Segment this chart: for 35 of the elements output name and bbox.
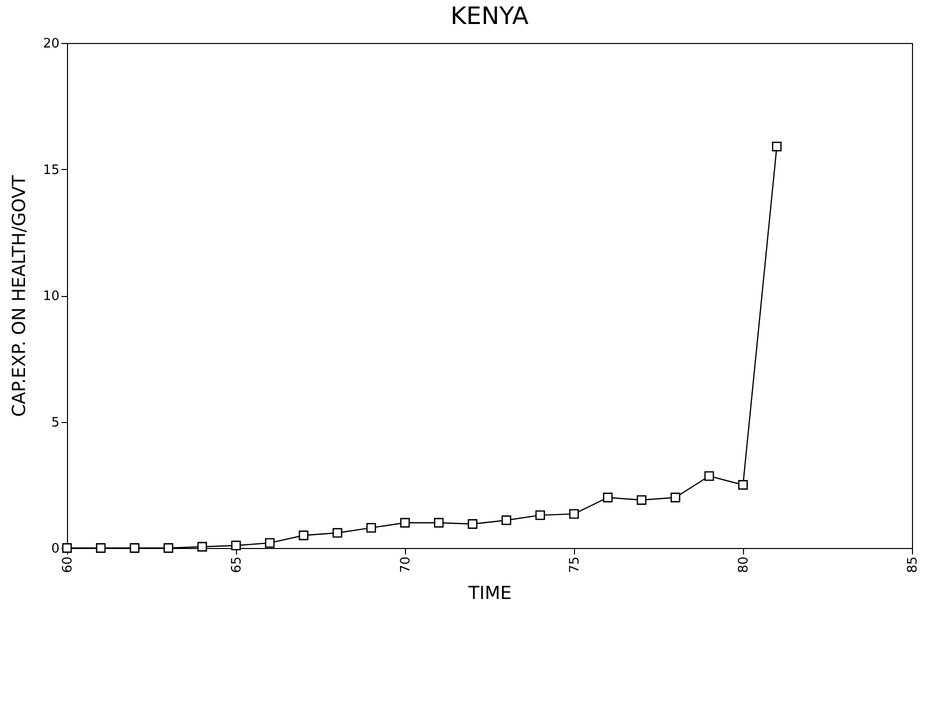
- y-tick-label: 20: [42, 36, 60, 52]
- y-axis-title: CAP.EXP. ON HEALTH/GOVT: [8, 174, 30, 417]
- point: [197, 542, 208, 552]
- chart-title: KENYA: [450, 2, 530, 30]
- point: [231, 540, 241, 550]
- point: [602, 492, 613, 502]
- x-tick-label: 80: [736, 556, 752, 574]
- x-tick-label: 75: [568, 556, 582, 574]
- point: [298, 530, 308, 540]
- x-tick-label: 70: [398, 556, 414, 574]
- x-tick-label: 65: [230, 556, 244, 574]
- point: [704, 471, 714, 481]
- y-tick-label: 10: [42, 289, 60, 304]
- point: [738, 480, 748, 490]
- point: [164, 543, 174, 553]
- point: [332, 528, 342, 538]
- point: [670, 492, 680, 502]
- y-tick-label: 0: [51, 542, 60, 556]
- point: [502, 515, 512, 526]
- y-tick-label: 5: [51, 415, 60, 430]
- point: [130, 543, 140, 553]
- y-tick-label: 15: [42, 162, 60, 178]
- point: [468, 519, 478, 529]
- x-axis-title: TIME: [467, 583, 512, 604]
- point: [772, 142, 782, 152]
- x-tick-label: 85: [906, 556, 920, 574]
- point: [96, 543, 106, 553]
- point: [400, 518, 410, 528]
- point: [569, 509, 579, 519]
- point: [366, 522, 376, 533]
- point: [264, 538, 275, 548]
- point: [535, 510, 546, 520]
- x-tick-label: 60: [60, 556, 76, 574]
- point: [434, 518, 444, 528]
- point: [636, 495, 646, 505]
